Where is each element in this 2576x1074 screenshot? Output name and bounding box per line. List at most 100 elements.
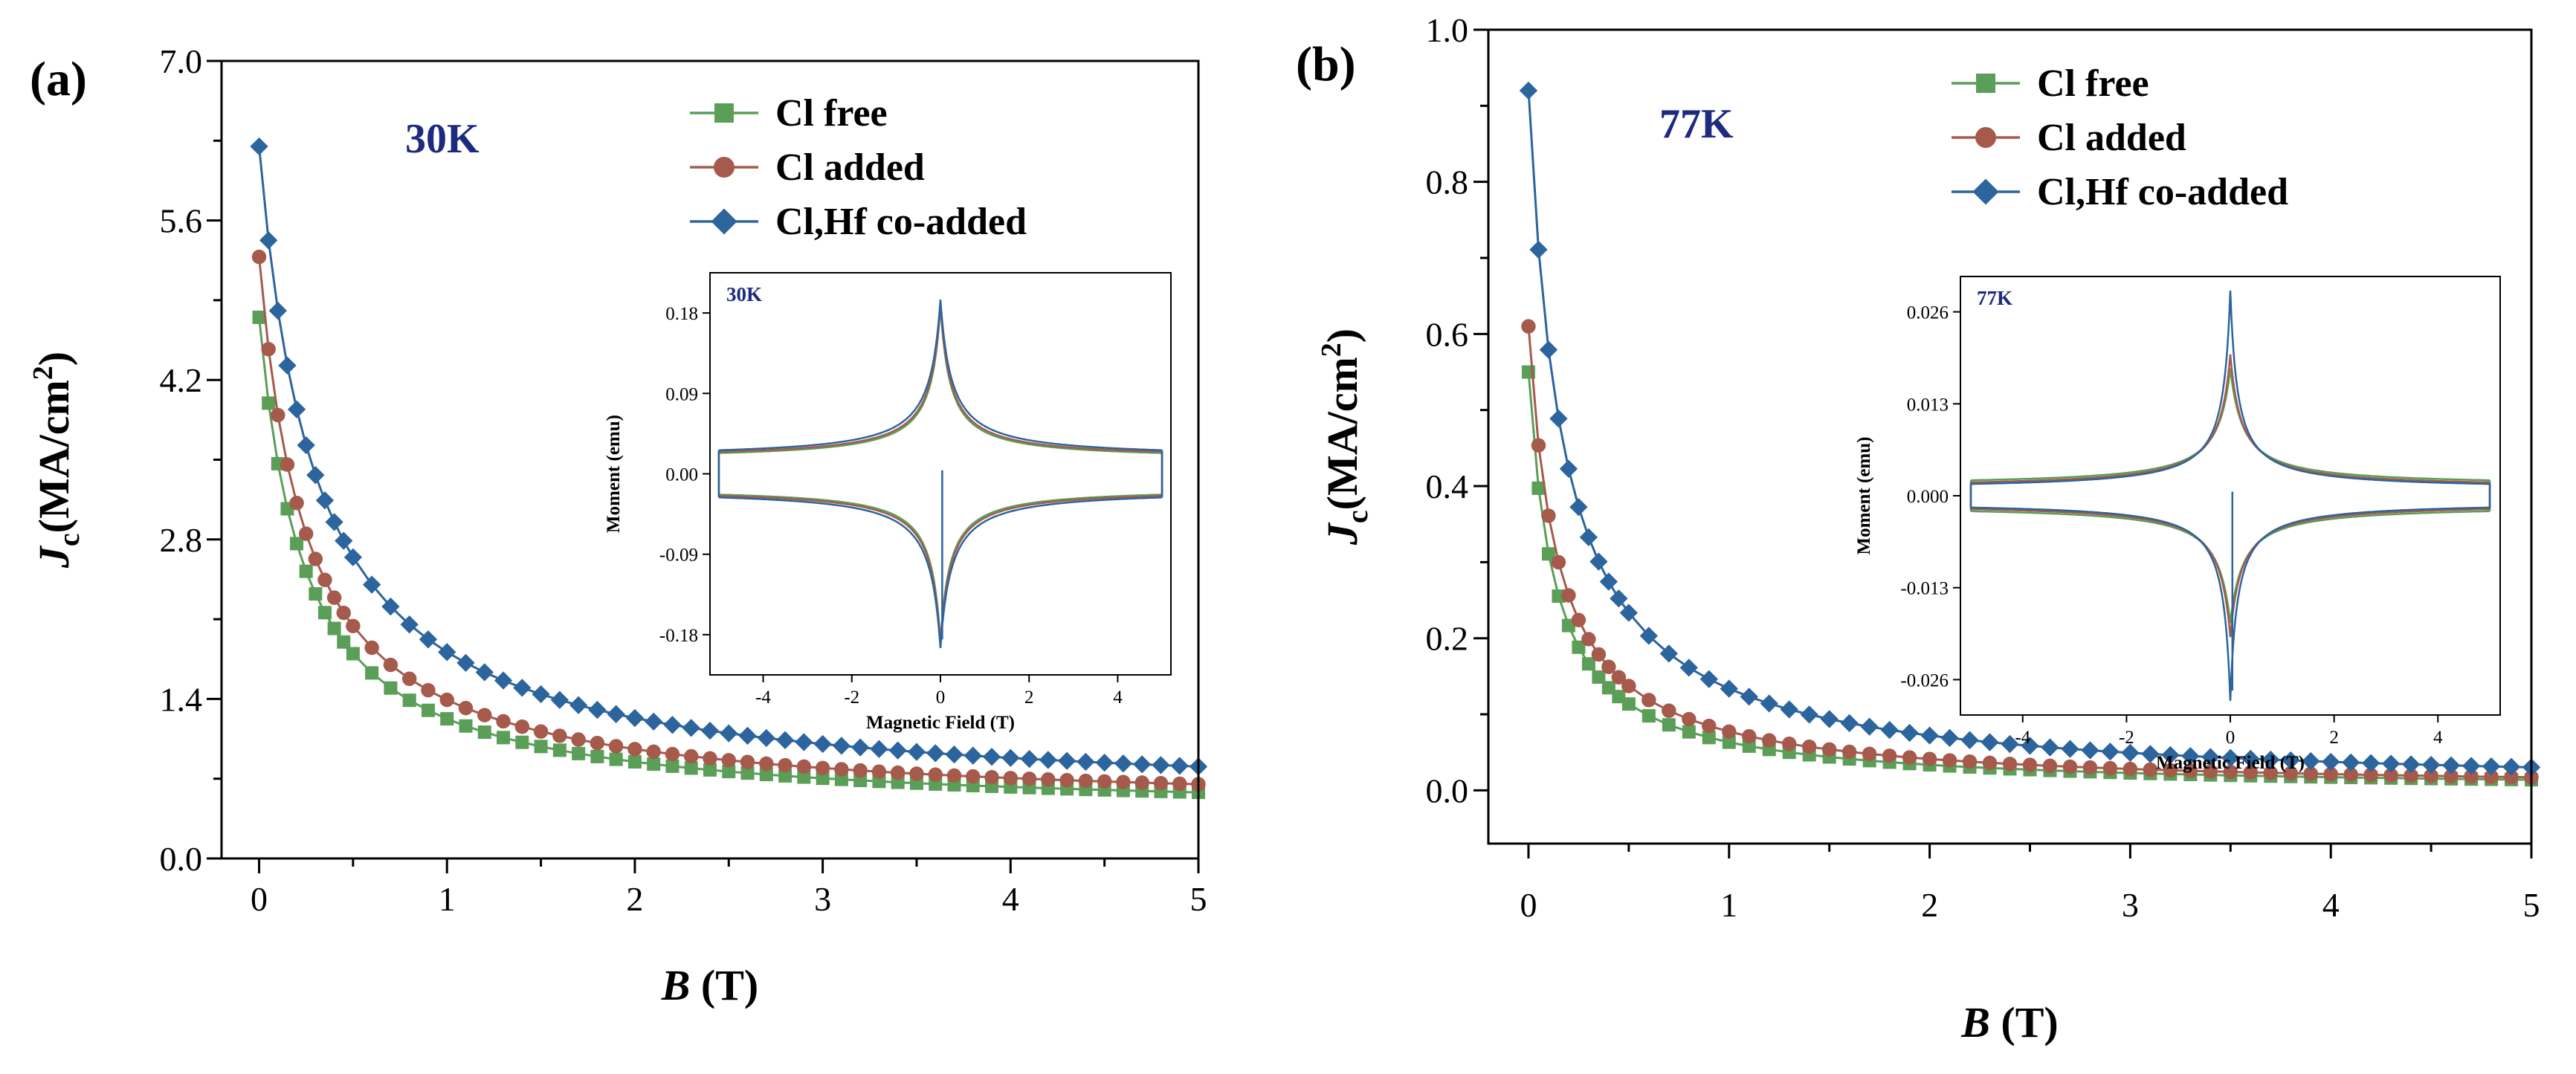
inset-loop-2 <box>717 300 1163 648</box>
inset-x-tick-label: 0 <box>936 688 946 708</box>
data-point <box>2001 734 2019 754</box>
inset-x-tick-label: -4 <box>755 688 771 708</box>
data-point <box>569 696 588 714</box>
data-point <box>1882 748 1897 763</box>
data-point <box>1760 694 1778 713</box>
data-point <box>684 748 699 764</box>
data-point <box>552 728 567 743</box>
x-tick-label: 3 <box>814 880 831 918</box>
data-point <box>383 657 398 673</box>
inset-x-tick-label: 2 <box>2329 728 2339 748</box>
inset-loop-lower <box>1970 510 2491 624</box>
x-tick-label: 0 <box>251 880 268 918</box>
data-point <box>421 682 436 698</box>
inset-background <box>709 272 1172 676</box>
data-point <box>1519 81 1538 100</box>
data-point <box>1581 632 1596 647</box>
data-point <box>438 643 456 661</box>
data-point <box>1591 647 1607 662</box>
data-point <box>1569 498 1588 517</box>
data-point <box>2343 767 2358 782</box>
data-point <box>2042 758 2058 774</box>
data-point <box>816 771 830 786</box>
data-point <box>1541 508 1556 523</box>
data-point <box>287 400 306 418</box>
x-tick-label: 2 <box>1921 886 1938 924</box>
data-point <box>832 737 851 755</box>
inset-loop-lower <box>1970 508 2491 638</box>
data-point <box>2303 766 2318 781</box>
data-point <box>1621 679 1636 693</box>
inset-x-tick-label: 2 <box>1024 688 1034 708</box>
data-point <box>308 551 323 566</box>
data-point <box>627 754 642 769</box>
inset-y-tick-label: 0.18 <box>665 304 698 324</box>
data-point <box>497 731 511 745</box>
data-point <box>2464 769 2479 784</box>
data-point <box>815 760 830 776</box>
data-point <box>926 744 945 763</box>
x-axis-label-unit: (T) <box>690 961 758 1009</box>
data-point <box>2262 750 2280 769</box>
inset-y-tick-label: 0.09 <box>665 384 698 404</box>
data-point <box>1551 554 1566 570</box>
data-point <box>384 681 398 695</box>
inset-x-tick-label: -2 <box>2119 728 2134 748</box>
data-point <box>1116 774 1131 789</box>
y-axis-label: Jc(MA/cm2) <box>28 352 85 569</box>
data-point <box>2061 740 2079 758</box>
data-point <box>1599 572 1618 591</box>
data-point <box>440 712 454 726</box>
series-1 <box>251 249 1206 792</box>
data-point <box>552 743 566 757</box>
legend-label-2: Cl,Hf co-added <box>2037 171 2288 213</box>
data-point <box>289 496 304 511</box>
x-tick-label: 1 <box>1720 886 1737 924</box>
inset-y-axis-label: Moment (emu) <box>1854 437 1874 555</box>
data-point <box>2342 753 2360 772</box>
panel-label: (a) <box>30 52 87 106</box>
data-point <box>2123 761 2138 777</box>
data-point <box>721 753 736 768</box>
x-tick-label: 5 <box>1190 880 1207 918</box>
data-point <box>703 763 717 777</box>
data-point <box>317 572 332 587</box>
data-point <box>1172 776 1187 792</box>
inset-y-tick-label: -0.18 <box>659 626 698 646</box>
y-axis-label-unit: (MA/cm <box>30 380 78 533</box>
data-point <box>1152 756 1170 774</box>
data-point <box>1097 774 1112 789</box>
y-axis-label-sup: 2 <box>1316 343 1347 357</box>
data-point <box>853 763 868 778</box>
data-point <box>2502 757 2521 776</box>
data-point <box>2362 754 2380 772</box>
data-point <box>1960 731 1979 749</box>
inset-chart: -4 -2 0 2 4 -0.026 -0.013 0.000 0.013 0.026 Magnet… <box>1854 276 2501 773</box>
data-point <box>2201 748 2220 766</box>
data-point <box>515 735 529 749</box>
data-point <box>1841 744 1857 760</box>
data-point <box>365 666 379 680</box>
y-tick-label: 0.4 <box>1426 468 1469 505</box>
data-point <box>343 548 363 566</box>
legend-label-2: Cl,Hf co-added <box>775 201 1027 243</box>
data-point <box>775 731 795 749</box>
data-point <box>1021 771 1037 786</box>
data-point <box>1940 728 1959 748</box>
data-point <box>1800 705 1818 724</box>
data-point <box>1781 737 1797 751</box>
data-point <box>268 301 287 320</box>
legend: Cl free Cl added Cl,Hf co-added <box>1952 62 2288 213</box>
data-point <box>1762 733 1777 748</box>
data-point <box>317 606 332 620</box>
data-point <box>1003 771 1019 786</box>
inset-x-tick-label: -2 <box>844 688 859 708</box>
data-point <box>400 615 419 634</box>
data-point <box>1679 659 1698 677</box>
data-point <box>647 757 661 771</box>
data-point <box>2504 769 2519 785</box>
data-point <box>572 746 586 760</box>
data-point <box>327 621 341 635</box>
data-point <box>2444 769 2459 784</box>
